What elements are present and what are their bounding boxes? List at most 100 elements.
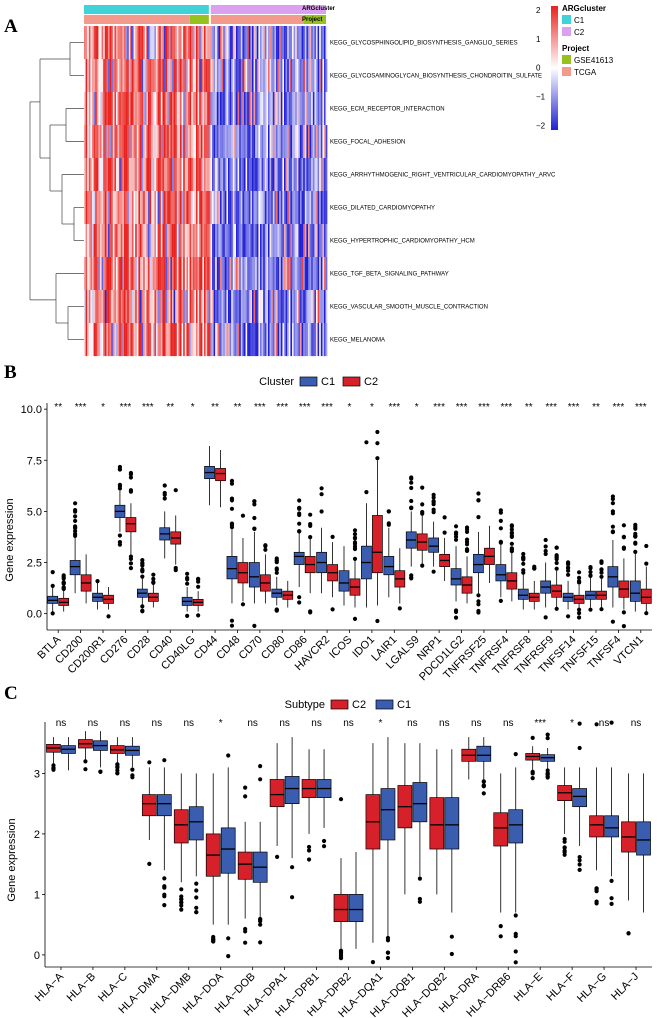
legend-argcluster-title: ARGcluster (562, 4, 606, 13)
heatmap-cell (240, 323, 243, 357)
heatmap-cell (308, 290, 310, 324)
heatmap-cell (263, 191, 265, 225)
heatmap-cell (240, 158, 243, 192)
heatmap-cell (152, 257, 155, 291)
heatmap-cell (143, 257, 145, 291)
outlier-point (338, 948, 344, 953)
heatmap-cell (202, 290, 205, 324)
heatmap-cell (164, 59, 166, 93)
heatmap-cell (277, 257, 280, 291)
heatmap-cell (125, 290, 128, 324)
heatmap-cell (239, 257, 241, 291)
outlier-point (229, 506, 235, 511)
heatmap-row-label: KEGG_TGF_BETA_SIGNALING_PATHWAY (330, 272, 449, 278)
heatmap-cell (143, 26, 145, 60)
heatmap-cell (90, 290, 93, 324)
outlier-point (162, 483, 167, 488)
heatmap-cell (277, 290, 280, 324)
legend-argcluster-c2-swatch (562, 27, 571, 36)
heatmap-cell (98, 290, 101, 324)
heatmap-cell (199, 191, 201, 225)
heatmap-cell (143, 323, 145, 357)
heatmap-cell (112, 290, 115, 324)
outlier-point (115, 762, 120, 767)
heatmap-cell (88, 26, 91, 60)
outlier-point (375, 456, 380, 461)
heatmap-cell (138, 158, 141, 192)
heatmap-cell (183, 323, 185, 357)
outlier-point (140, 569, 145, 574)
heatmap-cell (186, 26, 189, 60)
heatmap-cell (293, 323, 296, 357)
heatmap-cell (111, 224, 113, 258)
heatmap-cell (124, 257, 126, 291)
heatmap-cell (157, 125, 160, 159)
heatmap-cell (125, 224, 128, 258)
heatmap-cell (154, 92, 157, 126)
heatmap-cell (165, 257, 168, 291)
heatmap-cell (300, 191, 302, 225)
heatmap-cell (268, 323, 270, 357)
legend-argcluster-c1-label: C1 (574, 16, 585, 25)
heatmap-cell (93, 323, 96, 357)
heatmap-cell (199, 323, 201, 357)
heatmap-cell (100, 191, 102, 225)
heatmap-cell (178, 158, 181, 192)
heatmap-cell (266, 290, 269, 324)
heatmap-cell (96, 323, 99, 357)
heatmap-cell (124, 290, 126, 324)
heatmap-cell (130, 125, 133, 159)
heatmap-cell (280, 59, 283, 93)
heatmap-cell (100, 323, 102, 357)
heatmap-cell (148, 224, 150, 258)
heatmap-cell (316, 59, 318, 93)
heatmap-cell (226, 59, 229, 93)
outlier-point (185, 581, 190, 586)
heatmap-cell (132, 59, 134, 93)
heatmap-cell (224, 92, 227, 126)
heatmap-cell (216, 290, 219, 324)
heatmap-cell (306, 158, 309, 192)
heatmap-cell (306, 59, 309, 93)
heatmap-cell (261, 290, 264, 324)
heatmap-cell (303, 26, 305, 60)
heatmap-cell (104, 158, 107, 192)
heatmap-cell (148, 257, 150, 291)
outlier-point (409, 485, 414, 491)
heatmap-cell (242, 158, 245, 192)
heatmap-cell (309, 92, 312, 126)
heatmap-cell (148, 59, 150, 93)
heatmap-cell (292, 158, 294, 192)
heatmap-cell (237, 26, 240, 60)
outlier-point (554, 545, 559, 550)
heatmap-cell (90, 323, 93, 357)
heatmap-cell (253, 92, 256, 126)
heatmap-cell (152, 26, 155, 60)
heatmap-cell (255, 323, 257, 357)
box-c1 (508, 809, 524, 844)
heatmap-cell (292, 323, 294, 357)
heatmap-cell (111, 59, 113, 93)
outlier-point (61, 585, 66, 591)
outlier-point (185, 571, 190, 576)
heatmap-cell (317, 59, 320, 93)
outlier-point (330, 607, 335, 612)
heatmap-cell (220, 191, 222, 225)
heatmap-cell (186, 92, 189, 126)
heatmap-cell (207, 257, 209, 291)
heatmap-row-label: KEGG_ARRHYTHMOGENIC_RIGHT_VENTRICULAR_CA… (330, 173, 556, 179)
heatmap-cell (167, 59, 169, 93)
heatmap-cell (216, 224, 219, 258)
heatmap-cell (324, 158, 326, 192)
heatmap-cell (284, 290, 286, 324)
heatmap-cell (164, 125, 166, 159)
heatmap-cell (200, 125, 203, 159)
heatmap-cell (87, 59, 89, 93)
heatmap-cell (236, 92, 238, 126)
heatmap-cell (117, 191, 120, 225)
outlier-point (594, 901, 599, 906)
x-tick-label: CD44 (192, 634, 220, 662)
heatmap-cell (301, 158, 304, 192)
heatmap-cell (253, 125, 256, 159)
outlier-point (128, 489, 134, 494)
